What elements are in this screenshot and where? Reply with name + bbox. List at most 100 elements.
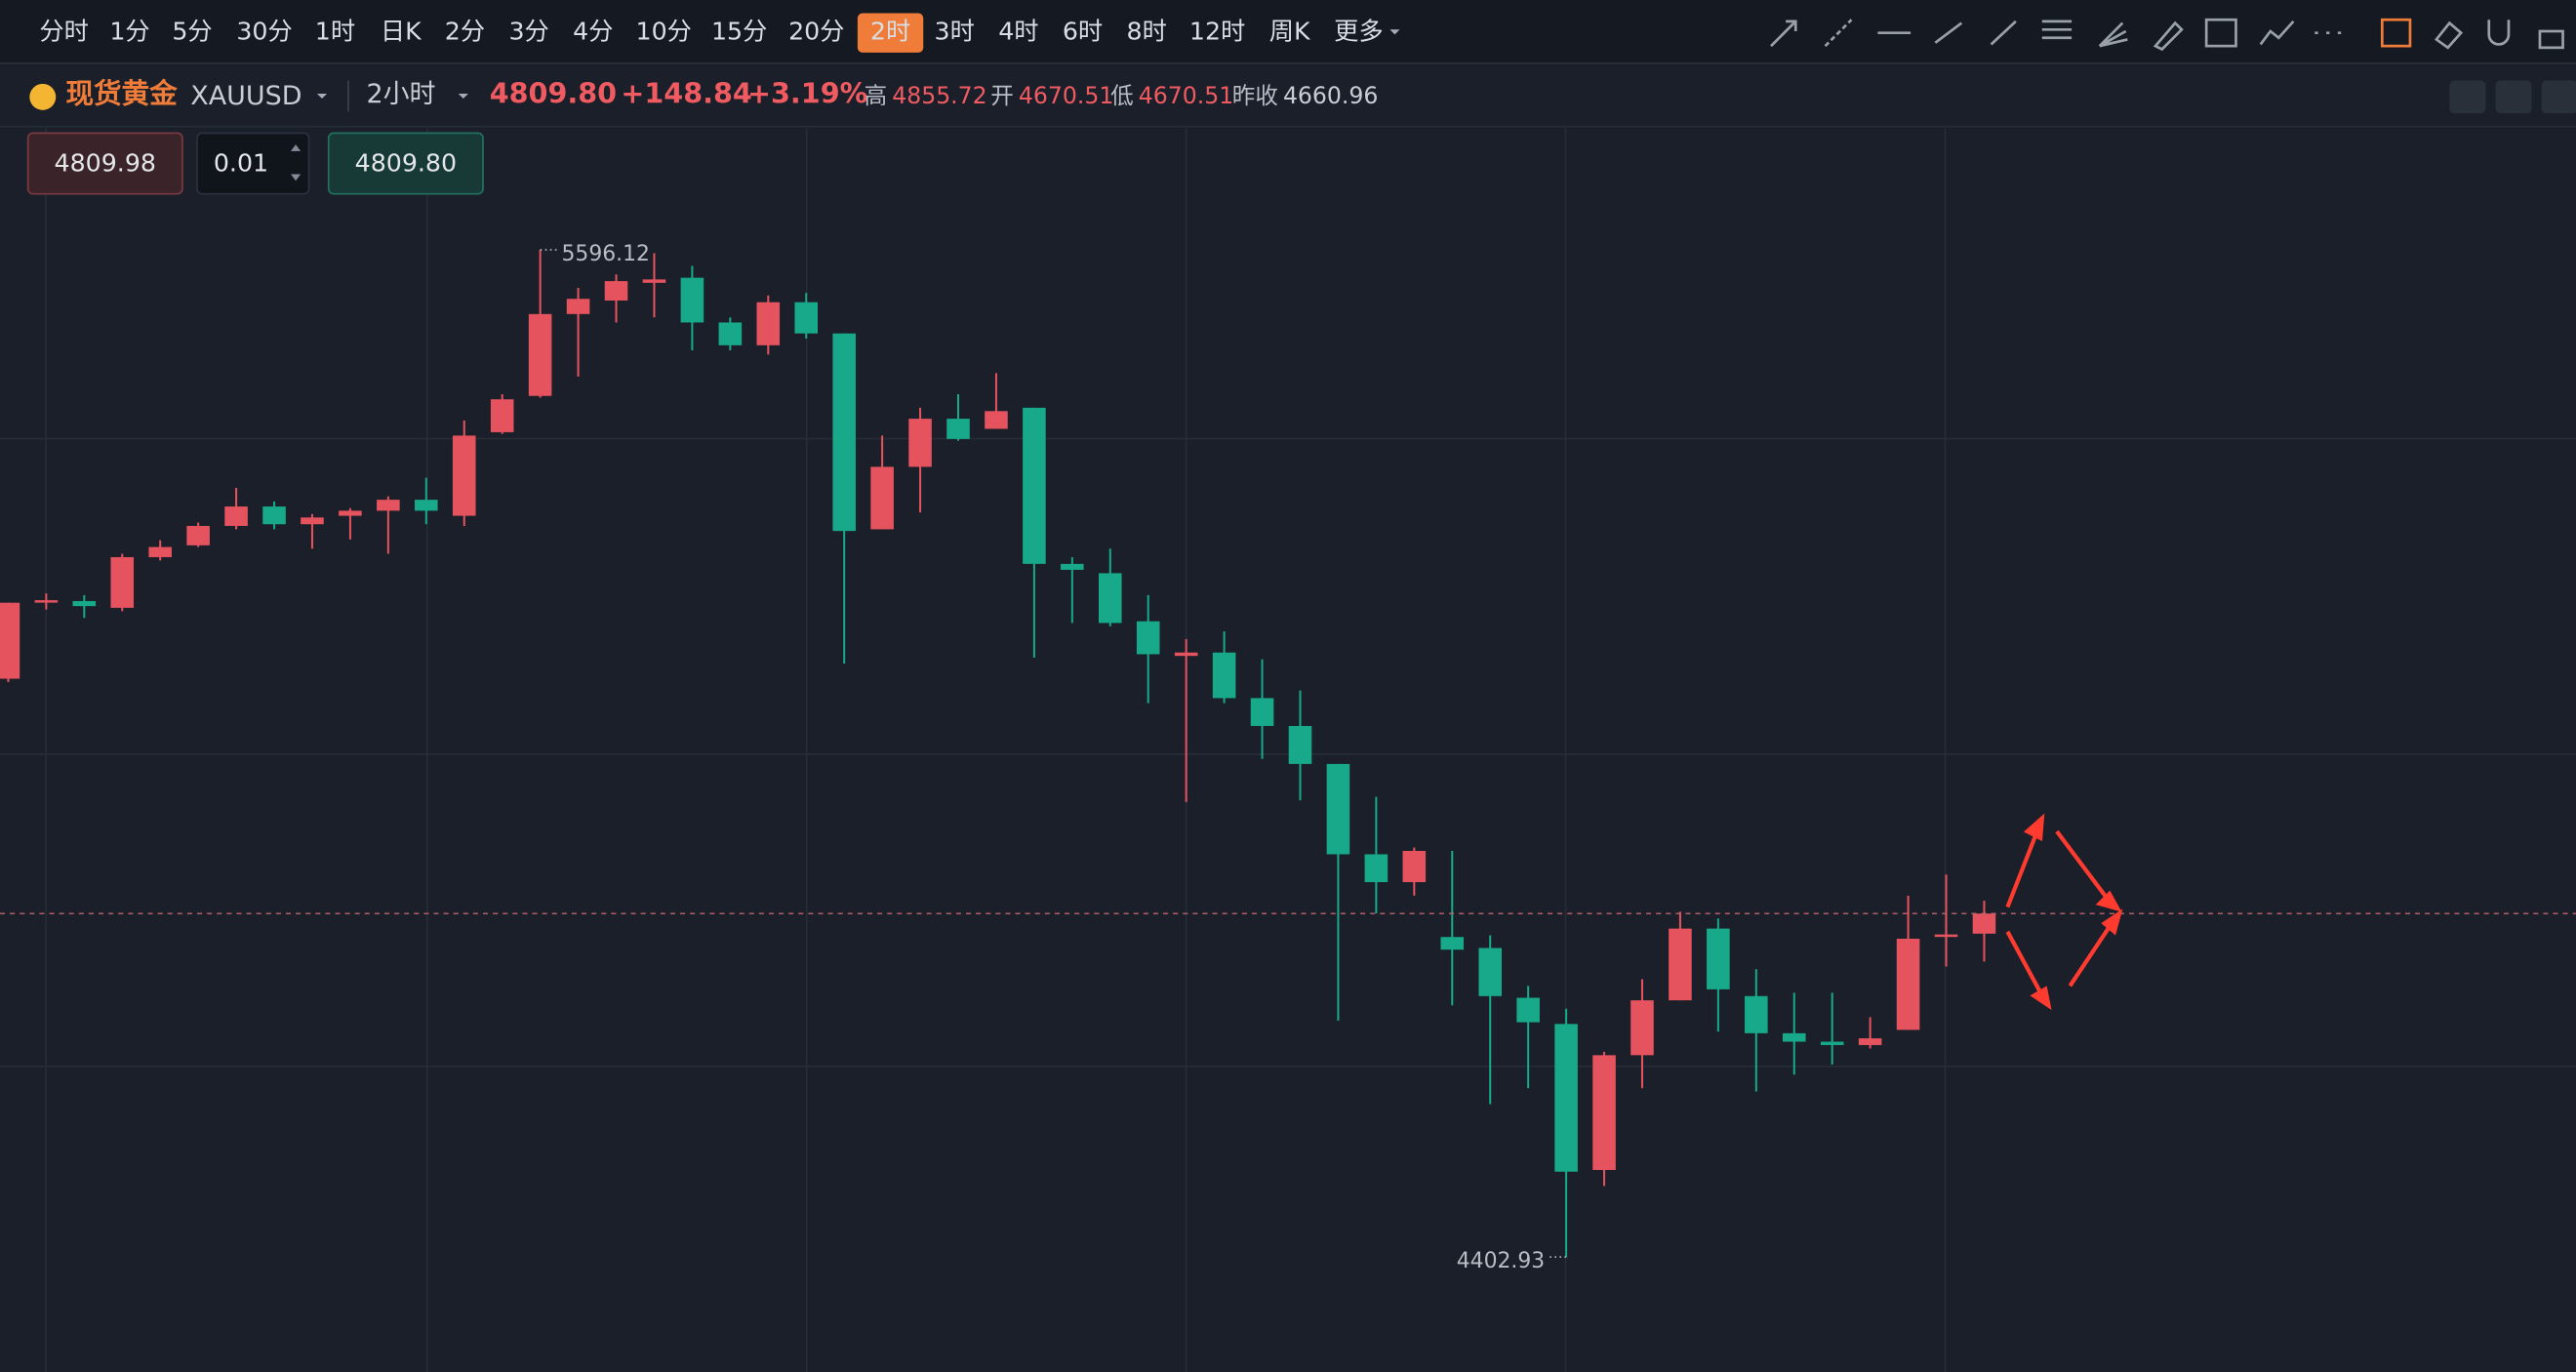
- tool-icon[interactable]: [2487, 20, 2511, 46]
- sell-button[interactable]: [26, 132, 183, 195]
- candle-body: [415, 500, 438, 511]
- open-label: 开: [990, 82, 1014, 109]
- prev: 4660.96: [1283, 82, 1378, 109]
- price: 4809.80: [490, 77, 617, 110]
- interval-button[interactable]: 5分: [172, 18, 212, 46]
- tool-icon[interactable]: [1824, 19, 1853, 48]
- interval-button[interactable]: 分时: [39, 18, 88, 46]
- active-interval: [857, 13, 924, 53]
- interval-button[interactable]: 30分: [236, 18, 292, 46]
- tool-icon[interactable]: [2434, 20, 2464, 50]
- candle-body: [680, 277, 704, 323]
- symbol[interactable]: XAUUSD: [190, 81, 302, 111]
- candle-body: [908, 419, 932, 467]
- interval-button[interactable]: 4分: [573, 18, 613, 46]
- candle-body: [1934, 934, 1958, 938]
- grid: [0, 125, 2576, 1372]
- tool-icon[interactable]: [2538, 29, 2564, 50]
- candle-body: [72, 600, 97, 607]
- gold-icon: [29, 83, 57, 110]
- candle-body: [490, 399, 514, 432]
- prev-label: 昨收: [1232, 82, 1278, 109]
- candle-body: [1478, 948, 1502, 996]
- tool-icon[interactable]: [1770, 20, 1797, 48]
- period[interactable]: 2小时: [366, 79, 435, 109]
- sell-price[interactable]: 4809.98: [55, 148, 156, 177]
- interval-button[interactable]: 8时: [1127, 18, 1167, 46]
- candle-body: [1402, 851, 1427, 883]
- interval-button[interactable]: 4时: [998, 18, 1038, 46]
- open: 4670.51: [1019, 82, 1113, 109]
- interval-button[interactable]: 1分: [109, 18, 149, 46]
- candle-body: [1288, 725, 1312, 764]
- candle-body: [224, 506, 248, 526]
- tool-icon[interactable]: [1934, 21, 1963, 44]
- more-button[interactable]: 更多: [1334, 18, 1383, 46]
- candle-body: [377, 500, 400, 511]
- candle-body: [1592, 1055, 1616, 1170]
- interval-button[interactable]: 周K: [1269, 18, 1311, 46]
- tool-icon[interactable]: [2041, 20, 2073, 40]
- interval-button[interactable]: 2分: [445, 18, 485, 46]
- candle-body: [1098, 573, 1122, 624]
- candle-body: [339, 510, 362, 516]
- candle-body: [1896, 938, 1920, 1030]
- panel-button[interactable]: [2449, 80, 2486, 114]
- qty[interactable]: 0.01: [214, 148, 268, 177]
- interval-button[interactable]: 3分: [508, 18, 548, 46]
- candle-body: [1250, 698, 1274, 726]
- tool-icon[interactable]: [2259, 20, 2295, 46]
- interval-button[interactable]: 3时: [935, 18, 975, 46]
- max-label: 5596.12: [562, 242, 650, 266]
- interval-button[interactable]: 6时: [1063, 18, 1103, 46]
- candle-body: [262, 506, 286, 525]
- low-label: 低: [1110, 82, 1134, 109]
- candle-body: [1364, 854, 1389, 883]
- candle-body: [1820, 1041, 1844, 1045]
- qty-input[interactable]: [196, 132, 310, 195]
- candle-body: [718, 322, 743, 345]
- candle-body: [1630, 1000, 1654, 1056]
- tool-icon[interactable]: [2153, 20, 2184, 52]
- candle-body: [1745, 995, 1768, 1033]
- candle-body: [1440, 937, 1465, 950]
- buy-price[interactable]: 4809.80: [355, 148, 457, 177]
- toolbar: [0, 0, 2576, 62]
- arrow-head: [2101, 908, 2123, 936]
- arrow: [2005, 830, 2039, 908]
- interval-button[interactable]: 1时: [315, 18, 355, 46]
- candles: 5596.12 4402.93: [0, 242, 2576, 1273]
- candle-body: [0, 602, 20, 679]
- tool-icon[interactable]: [2098, 21, 2128, 48]
- panel-button[interactable]: [2495, 80, 2532, 114]
- min-label: 4402.93: [1457, 1249, 1545, 1273]
- candle-body: [604, 281, 628, 301]
- interval-button[interactable]: 12时: [1189, 18, 1245, 46]
- buy-button[interactable]: [327, 132, 484, 195]
- interval-button[interactable]: 日K: [381, 18, 423, 46]
- candle-body: [34, 600, 59, 603]
- dropdown-caret: [316, 93, 328, 100]
- drawing-tools: [1770, 18, 2576, 114]
- candle-body: [1136, 621, 1160, 655]
- tool-icon[interactable]: [2380, 18, 2412, 48]
- interval-button[interactable]: 20分: [788, 18, 844, 46]
- interval-button[interactable]: 15分: [711, 18, 767, 46]
- tool-icon[interactable]: [2204, 18, 2237, 48]
- arrow: [2055, 829, 2109, 899]
- arrow-head: [2030, 986, 2052, 1011]
- dropdown-caret: [458, 93, 468, 100]
- panel-button[interactable]: [2541, 80, 2576, 114]
- interval-button[interactable]: 2时: [870, 18, 910, 46]
- candle-body: [1972, 913, 1996, 934]
- high: 4855.72: [892, 82, 986, 109]
- interval-button[interactable]: 10分: [636, 18, 692, 46]
- tool-icon[interactable]: [1990, 20, 2017, 46]
- candle-body: [1326, 763, 1350, 855]
- arrow: [2068, 925, 2112, 988]
- candle-body: [1858, 1038, 1882, 1045]
- arrow-head: [2023, 813, 2045, 842]
